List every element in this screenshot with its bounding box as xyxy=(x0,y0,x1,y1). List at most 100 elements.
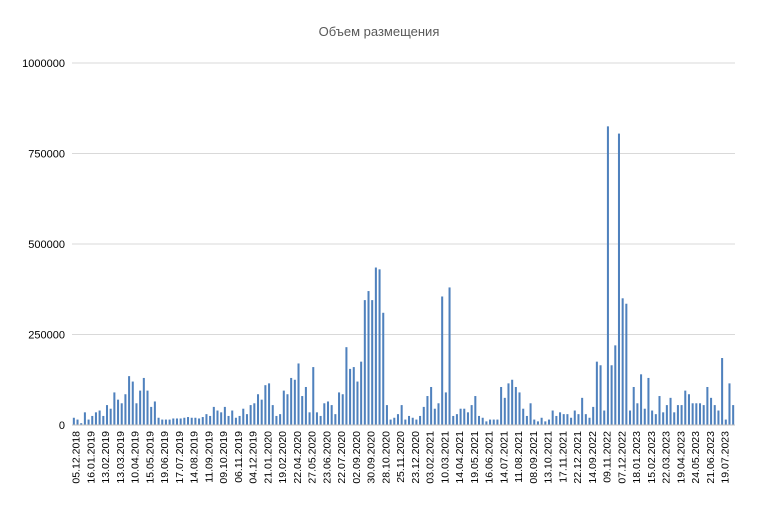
bar xyxy=(153,401,156,425)
x-tick-label: 07.12.2022 xyxy=(616,431,628,484)
bar xyxy=(249,405,252,425)
bar xyxy=(349,368,352,425)
bar xyxy=(80,423,83,425)
bar xyxy=(544,421,547,425)
bar xyxy=(293,379,296,425)
x-tick-label: 30.09.2020 xyxy=(366,431,378,484)
bar xyxy=(518,392,521,425)
bar xyxy=(172,418,175,425)
x-tick-label: 11.09.2019 xyxy=(203,431,215,483)
bar xyxy=(356,381,359,425)
x-tick-label: 03.02.2021 xyxy=(425,431,437,484)
bar xyxy=(131,381,134,425)
bar xyxy=(426,396,429,425)
bar xyxy=(640,374,643,425)
bar xyxy=(238,415,241,425)
x-tick-label: 17.07.2019 xyxy=(174,431,186,484)
bar xyxy=(341,394,344,425)
bar xyxy=(91,415,94,425)
bar xyxy=(393,417,396,425)
bar xyxy=(724,419,727,425)
bar xyxy=(304,386,307,425)
bar xyxy=(290,377,293,425)
bar xyxy=(621,298,624,425)
bar xyxy=(614,345,617,425)
bar xyxy=(374,267,377,425)
x-tick-label: 16.06.2021 xyxy=(484,431,496,484)
bar xyxy=(710,397,713,425)
bar xyxy=(94,412,97,425)
bar xyxy=(455,414,458,425)
bar xyxy=(632,386,635,425)
x-tick-label: 13.02.2019 xyxy=(100,431,112,484)
bar xyxy=(194,417,197,425)
x-tick-label: 21.01.2020 xyxy=(262,431,274,484)
bar xyxy=(135,403,138,425)
bar xyxy=(706,386,709,425)
bar xyxy=(360,361,363,425)
bar xyxy=(363,300,366,425)
bar xyxy=(433,408,436,425)
bar xyxy=(654,414,657,425)
bar xyxy=(190,417,193,425)
bar xyxy=(205,414,208,425)
bar xyxy=(72,417,75,425)
bar xyxy=(264,385,267,425)
bar xyxy=(478,415,481,425)
x-tick-label: 19.06.2019 xyxy=(159,431,171,484)
bar xyxy=(662,412,665,425)
bar xyxy=(338,392,341,425)
bar xyxy=(699,403,702,425)
bar xyxy=(529,403,532,425)
bar xyxy=(603,410,606,425)
bar xyxy=(301,396,304,425)
bar xyxy=(142,377,145,425)
x-tick-label: 21.06.2023 xyxy=(705,431,717,484)
x-tick-label: 13.10.2021 xyxy=(543,431,555,484)
bar xyxy=(326,401,330,425)
bar xyxy=(279,414,282,425)
bar xyxy=(702,405,705,425)
x-tick-label: 14.04.2021 xyxy=(454,431,466,484)
x-tick-label: 08.09.2021 xyxy=(528,431,540,484)
bar xyxy=(492,419,495,425)
x-tick-label: 05.12.2018 xyxy=(71,431,83,484)
x-tick-label: 22.03.2023 xyxy=(661,431,673,484)
bar xyxy=(352,367,355,425)
bar xyxy=(562,414,565,425)
bar xyxy=(286,394,289,425)
bar xyxy=(540,417,543,425)
bar xyxy=(522,408,525,425)
x-tick-label: 23.06.2020 xyxy=(321,431,333,484)
bar xyxy=(647,377,650,425)
bar xyxy=(382,312,385,425)
x-tick-label: 09.11.2022 xyxy=(602,431,614,483)
bar xyxy=(595,361,598,425)
bar xyxy=(503,397,506,425)
bar xyxy=(592,406,595,425)
bar xyxy=(430,386,433,425)
bar xyxy=(536,421,539,425)
bar xyxy=(533,419,536,425)
bar xyxy=(334,414,337,425)
bar xyxy=(676,405,679,425)
bar xyxy=(636,403,639,425)
bar xyxy=(242,408,245,425)
bar xyxy=(271,405,274,425)
bar xyxy=(330,405,333,425)
bar xyxy=(275,415,278,425)
x-tick-label: 17.11.2021 xyxy=(557,431,569,483)
bar xyxy=(260,399,263,425)
x-tick-label: 13.03.2019 xyxy=(115,431,127,484)
bar xyxy=(577,414,580,425)
bar xyxy=(496,419,499,425)
bar xyxy=(253,403,256,425)
bar xyxy=(201,417,204,425)
bar xyxy=(599,365,602,425)
bar xyxy=(198,418,201,425)
y-tick-label: 250000 xyxy=(28,330,65,342)
bar xyxy=(404,419,407,425)
x-tick-label: 18.01.2023 xyxy=(631,431,643,484)
bar xyxy=(161,419,164,425)
